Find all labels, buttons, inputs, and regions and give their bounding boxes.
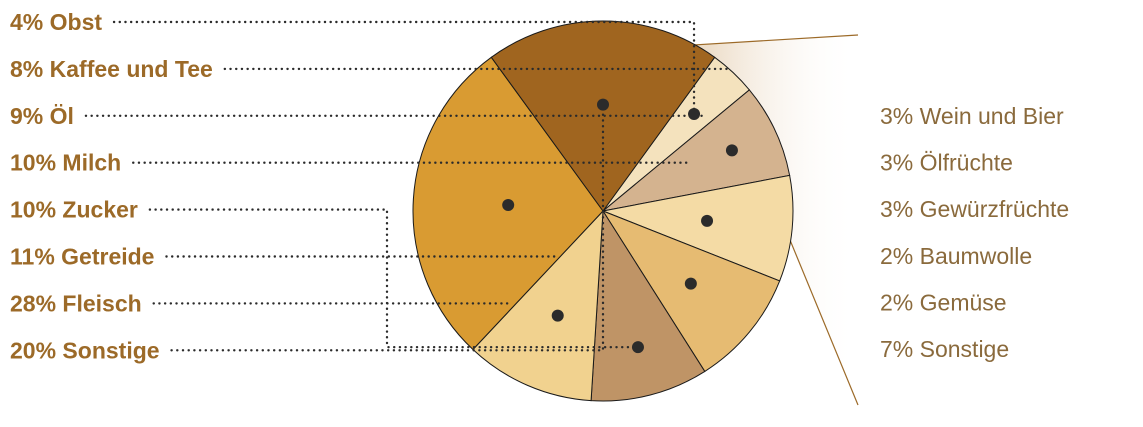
slice-dot bbox=[551, 309, 564, 322]
breakdown-labels: 3% Wein und Bier 3% Ölfrüchte 3% Gewürzfrü… bbox=[880, 103, 1069, 362]
breakdown-label: 2% Gemüse bbox=[880, 289, 1007, 315]
slice-dot bbox=[502, 199, 515, 212]
slice-dot bbox=[631, 341, 644, 354]
leader-lines bbox=[84, 20, 734, 352]
breakdown-label: 3% Ölfrüchte bbox=[880, 150, 1013, 176]
breakdown-label: 7% Sonstige bbox=[880, 336, 1009, 362]
slice-dot bbox=[597, 98, 609, 111]
slice-labels: 4% Obst 8% Kaffee und Tee 9% Öl 10% Milch 10… bbox=[10, 9, 213, 363]
pie-slice-9-öl bbox=[601, 174, 794, 282]
slice-label: 11% Getreide bbox=[10, 244, 154, 270]
pie-slice-10-milch bbox=[601, 209, 781, 373]
slice-label: 10% Milch bbox=[10, 150, 121, 176]
breakdown-label: 3% Wein und Bier bbox=[880, 103, 1064, 129]
slice-label: 28% Fleisch bbox=[10, 290, 142, 316]
pie-slice-8-kaffee-und-tee bbox=[602, 89, 791, 212]
breakdown-label: 3% Gewürzfrüchte bbox=[880, 196, 1069, 222]
slice-label: 4% Obst bbox=[10, 9, 102, 35]
leader-line bbox=[112, 20, 696, 116]
slice-label: 10% Zucker bbox=[10, 197, 138, 223]
pie-slice-10-zucker bbox=[590, 209, 706, 402]
slice-dots bbox=[502, 98, 738, 354]
slice-dot bbox=[701, 214, 714, 227]
slice-label: 8% Kaffee und Tee bbox=[10, 56, 213, 82]
slice-label: 20% Sonstige bbox=[10, 337, 160, 363]
pie-slice-11-getreide bbox=[472, 209, 604, 402]
slice-label: 9% Öl bbox=[10, 103, 74, 129]
slice-dot bbox=[725, 144, 738, 157]
breakdown-label: 2% Baumwolle bbox=[880, 243, 1032, 269]
slice-dot bbox=[688, 108, 701, 121]
slice-dot bbox=[684, 277, 697, 290]
leader-line bbox=[148, 208, 640, 349]
